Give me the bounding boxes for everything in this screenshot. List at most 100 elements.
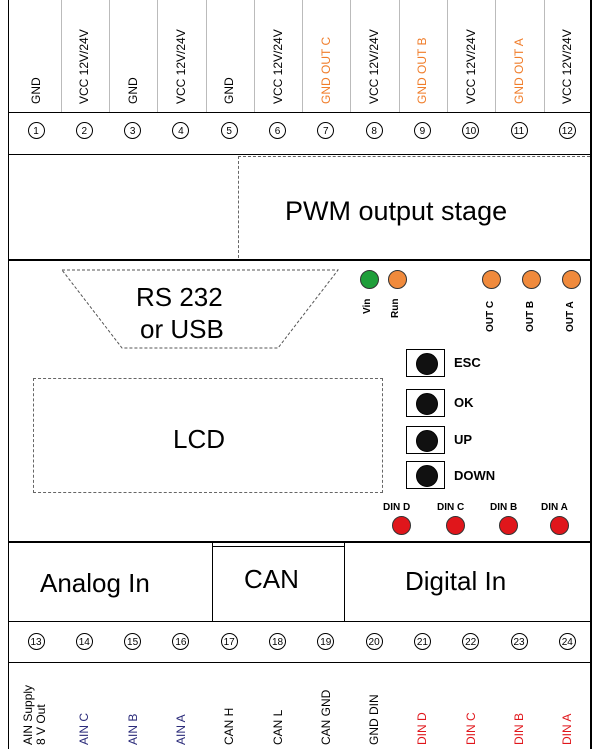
out-a-led bbox=[562, 270, 581, 289]
can-label: CAN bbox=[244, 564, 299, 594]
top-terminal-label: VCC 12V/24V bbox=[77, 29, 92, 104]
bottom-terminal-label: AIN Supply bbox=[21, 684, 35, 745]
pwm-output-stage-box bbox=[238, 156, 590, 258]
din-b-led-label: DIN B bbox=[490, 502, 518, 513]
top-terminal-pin: 5 bbox=[220, 122, 238, 139]
up-button[interactable] bbox=[406, 426, 445, 454]
top-terminal-label: GND bbox=[222, 77, 237, 104]
out-a-led-label: OUT A bbox=[565, 301, 576, 332]
top-terminal-pin: 8 bbox=[365, 122, 383, 139]
rs232-label-line2: or USB bbox=[140, 314, 224, 344]
ok-button[interactable] bbox=[406, 389, 445, 417]
top-terminal-label: VCC 12V/24V bbox=[463, 29, 478, 104]
pwm-section-bottom bbox=[8, 259, 592, 261]
bottom-terminal-label: DIN B bbox=[512, 712, 526, 745]
bottom-terminal-label: CAN L bbox=[270, 709, 285, 745]
vin-led bbox=[360, 270, 379, 289]
din-b-led bbox=[499, 516, 518, 535]
run-led bbox=[388, 270, 407, 289]
top-terminal-label: GND bbox=[125, 77, 140, 104]
top-terminal-separator bbox=[205, 0, 207, 112]
bottom-block-bottom bbox=[8, 621, 592, 622]
top-terminal-separator bbox=[495, 0, 497, 112]
bottom-terminal-label: AIN C bbox=[77, 712, 92, 745]
top-terminal-pin: 6 bbox=[269, 122, 286, 139]
out-c-led-label: OUT C bbox=[485, 300, 496, 332]
bottom-terminal-label: DIN A bbox=[560, 713, 575, 745]
din-c-led-label: DIN C bbox=[437, 502, 465, 513]
down-button[interactable] bbox=[406, 461, 445, 489]
lcd-display bbox=[33, 378, 383, 493]
bottom-terminal-pin: 23 bbox=[510, 633, 528, 650]
top-pin-row-bottom bbox=[8, 154, 592, 155]
top-terminal-label: GND bbox=[29, 77, 43, 104]
top-terminal-label: GND OUT B bbox=[415, 37, 430, 104]
bottom-terminal-pin: 17 bbox=[220, 633, 238, 650]
bottom-terminal-pin: 24 bbox=[558, 633, 576, 650]
bottom-terminal-label: CAN H bbox=[222, 707, 237, 745]
top-terminal-divider bbox=[8, 112, 592, 113]
analog-in-label: Analog In bbox=[40, 568, 150, 598]
bottom-terminal-label: DIN D bbox=[415, 712, 430, 745]
can-top-border bbox=[212, 546, 344, 547]
bottom-terminal-label: GND DIN bbox=[367, 694, 382, 745]
top-terminal-separator bbox=[157, 0, 159, 112]
top-terminal-separator bbox=[253, 0, 255, 112]
pwm-output-stage-label: PWM output stage bbox=[285, 196, 508, 226]
top-terminal-separator bbox=[350, 0, 352, 112]
device-outline bbox=[8, 0, 592, 749]
bottom-terminal-label-line2: 8 V Out bbox=[34, 704, 48, 745]
top-terminal-pin: 12 bbox=[558, 122, 576, 139]
lcd-label: LCD bbox=[173, 424, 226, 454]
can-digital-divider bbox=[344, 543, 345, 621]
top-terminal-separator bbox=[60, 0, 62, 112]
top-terminal-pin: 4 bbox=[172, 122, 190, 139]
bottom-terminal-label: AIN A bbox=[173, 714, 188, 745]
top-terminal-label: VCC 12V/24V bbox=[173, 29, 188, 104]
out-b-led bbox=[522, 270, 541, 289]
ok-button-label: OK bbox=[454, 395, 474, 410]
top-terminal-pin: 1 bbox=[27, 122, 45, 139]
rs232-label-line1: RS 232 bbox=[136, 282, 223, 312]
bottom-terminal-pin: 18 bbox=[269, 633, 286, 650]
din-d-led bbox=[392, 516, 411, 535]
top-terminal-separator bbox=[447, 0, 449, 112]
display-section-bottom bbox=[8, 541, 592, 543]
bottom-terminal-pin: 20 bbox=[365, 633, 383, 650]
bottom-terminal-label: AIN B bbox=[125, 713, 140, 745]
out-c-led bbox=[482, 270, 501, 289]
din-a-led-label: DIN A bbox=[541, 502, 568, 513]
esc-button-label: ESC bbox=[454, 355, 481, 370]
bottom-terminal-label: CAN GND bbox=[318, 689, 333, 745]
bottom-pin-row-bottom bbox=[8, 662, 592, 663]
bottom-terminal-pin: 15 bbox=[124, 633, 142, 650]
out-b-led-label: OUT B bbox=[525, 300, 536, 332]
down-button-label: DOWN bbox=[454, 468, 496, 483]
top-terminal-label: VCC 12V/24V bbox=[560, 29, 575, 104]
digital-in-label: Digital In bbox=[405, 566, 507, 596]
top-terminal-label: VCC 12V/24V bbox=[270, 29, 285, 104]
vin-led-label: Vin bbox=[362, 298, 373, 314]
bottom-terminal-pin: 21 bbox=[413, 633, 431, 650]
top-terminal-label: GND OUT A bbox=[512, 38, 526, 104]
esc-button[interactable] bbox=[406, 349, 445, 377]
up-button-label: UP bbox=[454, 432, 473, 447]
top-terminal-separator bbox=[302, 0, 304, 112]
din-a-led bbox=[550, 516, 569, 535]
top-terminal-label: VCC 12V/24V bbox=[367, 29, 382, 104]
bottom-terminal-pin: 22 bbox=[462, 633, 480, 650]
din-d-led-label: DIN D bbox=[383, 502, 411, 513]
run-led-label: Run bbox=[390, 298, 401, 318]
din-c-led bbox=[446, 516, 465, 535]
top-terminal-separator bbox=[543, 0, 545, 112]
bottom-terminal-label: DIN C bbox=[463, 712, 478, 745]
analog-can-divider bbox=[212, 543, 213, 621]
top-terminal-separator bbox=[108, 0, 110, 112]
top-terminal-separator bbox=[398, 0, 400, 112]
bottom-terminal-pin: 14 bbox=[75, 633, 93, 650]
top-terminal-label: GND OUT C bbox=[318, 36, 333, 104]
bottom-terminal-pin: 16 bbox=[172, 633, 190, 650]
top-terminal-pin: 3 bbox=[124, 122, 142, 139]
right-edge bbox=[590, 0, 592, 749]
bottom-terminal-pin: 13 bbox=[27, 633, 45, 650]
